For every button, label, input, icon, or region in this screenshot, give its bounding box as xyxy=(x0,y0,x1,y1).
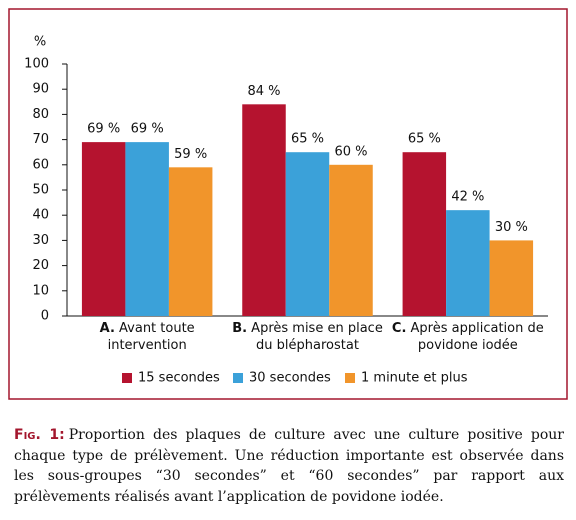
y-tick-label: 20 xyxy=(32,258,49,273)
bar xyxy=(125,142,169,316)
x-tick-label: B. Après mise en place du blépharostat xyxy=(232,321,383,353)
value-label: 59 % xyxy=(174,147,207,162)
y-tick-label: 40 xyxy=(32,208,49,223)
x-tick-label: C. Après application de povidone iodée xyxy=(391,321,544,353)
legend-swatch xyxy=(122,373,132,383)
value-label: 65 % xyxy=(408,132,441,147)
bar xyxy=(285,152,330,316)
bar xyxy=(81,142,126,316)
legend-swatch xyxy=(233,373,243,383)
value-label: 84 % xyxy=(247,84,280,99)
value-label: 69 % xyxy=(131,122,164,137)
caption-label: Fig. 1: xyxy=(14,427,65,443)
bar xyxy=(489,240,534,316)
value-label: 42 % xyxy=(451,190,484,205)
bar xyxy=(242,104,286,316)
legend-label: 15 secondes xyxy=(138,371,220,386)
caption: Fig. 1: Proportion des plaques de culture… xyxy=(14,425,564,507)
value-label: 69 % xyxy=(87,122,120,137)
y-tick-label: 30 xyxy=(32,233,49,248)
y-tick-label: 90 xyxy=(32,82,49,97)
chart: % 0 10 20 30 40 50 60 70 80 90 100 69 % 69 % 59 % 84 %… xyxy=(8,8,568,400)
legend-label: 1 minute et plus xyxy=(361,371,468,386)
bar xyxy=(168,167,213,316)
x-tick-label: A. Avant toute intervention xyxy=(99,321,195,353)
value-label: 60 % xyxy=(334,144,367,159)
value-label: 30 % xyxy=(495,220,528,235)
y-tick-label: 10 xyxy=(32,283,49,298)
value-label: 65 % xyxy=(291,132,324,147)
bar xyxy=(446,210,490,316)
legend-swatch xyxy=(345,373,355,383)
y-tick-label: 60 xyxy=(32,157,49,172)
y-tick-label: 80 xyxy=(32,107,49,122)
bar xyxy=(329,164,373,316)
bar xyxy=(402,152,447,316)
y-axis-label: % xyxy=(34,35,46,50)
y-tick-label: 70 xyxy=(32,132,49,147)
caption-text: Proportion des plaques de culture avec u… xyxy=(14,427,564,505)
chart-border xyxy=(8,8,568,400)
legend-label: 30 secondes xyxy=(249,371,331,386)
y-tick-label: 50 xyxy=(32,183,49,198)
y-tick-label: 0 xyxy=(41,309,49,324)
y-tick-label: 100 xyxy=(24,57,49,72)
